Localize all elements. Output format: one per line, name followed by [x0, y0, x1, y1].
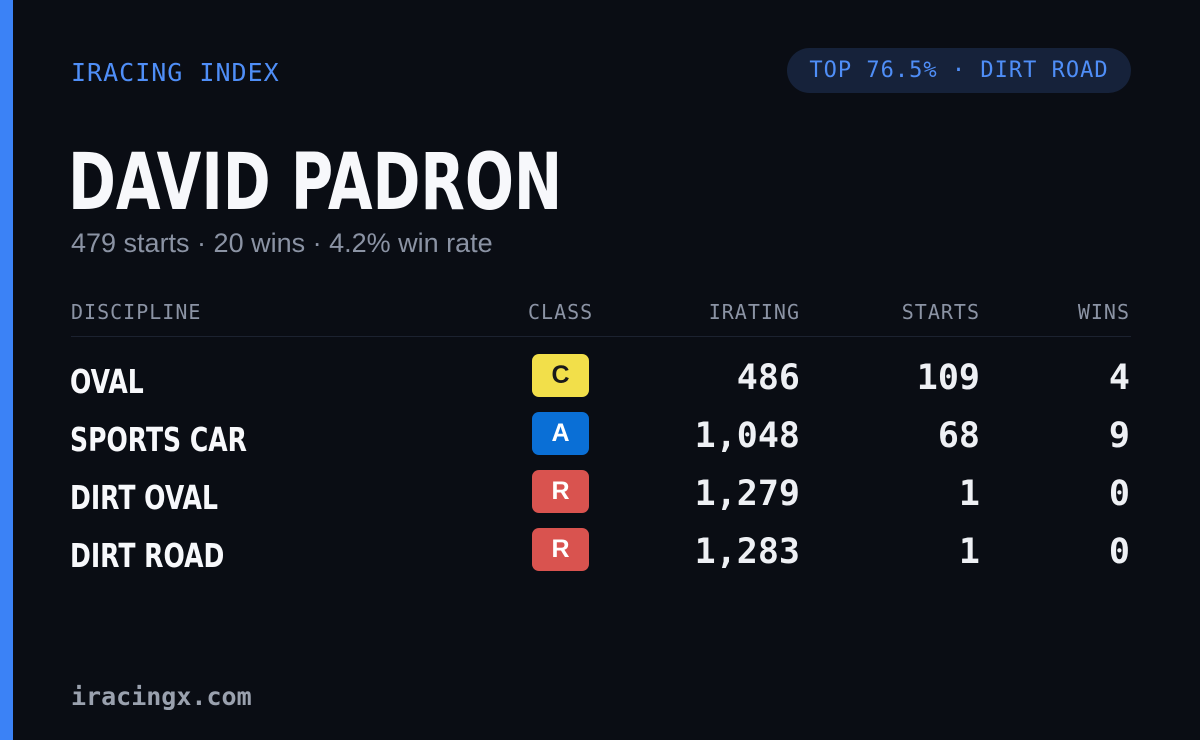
class-badge: A [532, 412, 589, 455]
wins-value: 0 [1108, 532, 1130, 572]
starts-value: 1 [958, 532, 980, 572]
header-wins: WINS [1077, 300, 1130, 324]
class-badge: R [532, 528, 589, 571]
class-badge: C [532, 354, 589, 397]
driver-name: DAVID PADRON [68, 138, 563, 228]
irating-value: 1,048 [694, 416, 800, 456]
discipline-name: SPORTS CAR [70, 420, 247, 459]
discipline-name: OVAL [70, 362, 144, 401]
rank-badge: TOP 76.5% · DIRT ROAD [787, 48, 1131, 93]
irating-value: 1,279 [694, 474, 800, 514]
header-divider [71, 336, 1131, 337]
table-row: OVAL C 486 109 4 [0, 354, 1200, 404]
header-irating: IRATING [708, 300, 800, 324]
starts-value: 68 [937, 416, 980, 456]
discipline-name: DIRT ROAD [70, 536, 225, 575]
table-header: DISCIPLINE CLASS IRATING STARTS WINS [0, 300, 1200, 330]
wins-value: 4 [1108, 358, 1130, 398]
table-row: DIRT ROAD R 1,283 1 0 [0, 528, 1200, 578]
table-row: SPORTS CAR A 1,048 68 9 [0, 412, 1200, 462]
driver-summary: 479 starts · 20 wins · 4.2% win rate [71, 228, 493, 258]
discipline-name: DIRT OVAL [70, 478, 218, 517]
accent-bar [0, 0, 13, 740]
brand-title: IRACING INDEX [71, 58, 280, 87]
wins-value: 9 [1108, 416, 1130, 456]
header-class: CLASS [528, 300, 594, 324]
starts-value: 1 [958, 474, 980, 514]
class-badge: R [532, 470, 589, 513]
starts-value: 109 [916, 358, 980, 398]
irating-value: 486 [736, 358, 800, 398]
site-url: iracingx.com [71, 682, 252, 711]
irating-value: 1,283 [694, 532, 800, 572]
header-discipline: DISCIPLINE [71, 300, 202, 324]
wins-value: 0 [1108, 474, 1130, 514]
header-starts: STARTS [901, 300, 980, 324]
table-row: DIRT OVAL R 1,279 1 0 [0, 470, 1200, 520]
